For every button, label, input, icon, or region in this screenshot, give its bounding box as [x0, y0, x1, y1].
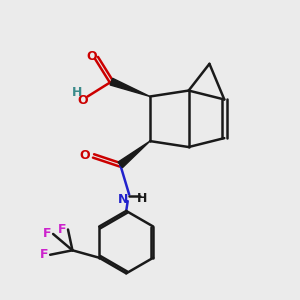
Text: O: O: [79, 149, 90, 162]
Text: F: F: [40, 248, 49, 261]
Text: H: H: [72, 85, 83, 98]
Text: O: O: [87, 50, 98, 63]
Text: F: F: [43, 227, 51, 241]
Text: F: F: [58, 223, 66, 236]
Text: N: N: [118, 193, 128, 206]
Polygon shape: [110, 78, 150, 97]
Text: H: H: [136, 192, 147, 205]
Text: O: O: [78, 94, 88, 107]
Polygon shape: [118, 141, 150, 168]
